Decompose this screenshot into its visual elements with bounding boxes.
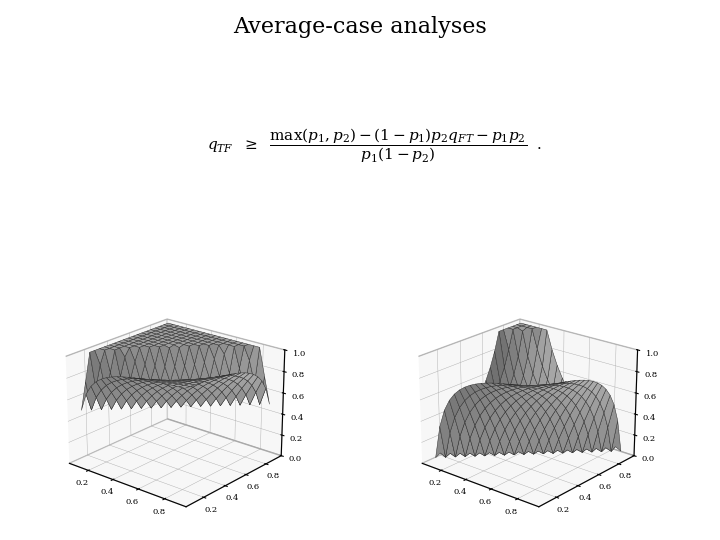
Text: Average-case analyses: Average-case analyses: [233, 16, 487, 38]
Text: $q_{TF}\ \ \geq\ \ \dfrac{\max(p_1,p_2)-(1-p_1)p_2 q_{FT}-p_1 p_2}{p_1(1-p_2)}\ : $q_{TF}\ \ \geq\ \ \dfrac{\max(p_1,p_2)-…: [207, 126, 542, 165]
